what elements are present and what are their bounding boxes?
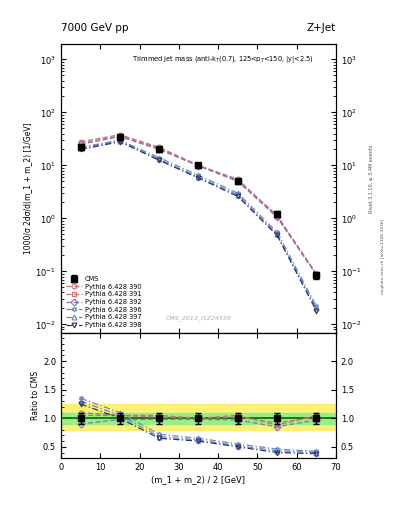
Pythia 6.428 396 bbox=[275, 229, 279, 235]
Line: Pythia 6.428 396: Pythia 6.428 396 bbox=[78, 138, 319, 309]
Pythia 6.428 390 bbox=[78, 139, 83, 145]
Pythia 6.428 390 bbox=[235, 176, 240, 182]
Line: Pythia 6.428 392: Pythia 6.428 392 bbox=[78, 134, 319, 278]
Pythia 6.428 396 bbox=[196, 172, 201, 178]
Pythia 6.428 392 bbox=[157, 146, 162, 153]
Pythia 6.428 398 bbox=[118, 139, 122, 145]
Pythia 6.428 392 bbox=[118, 134, 122, 140]
Text: Rivet 3.1.10, ≥ 3.4M events: Rivet 3.1.10, ≥ 3.4M events bbox=[369, 145, 374, 214]
Pythia 6.428 392 bbox=[275, 214, 279, 220]
Pythia 6.428 391 bbox=[157, 145, 162, 152]
Text: 7000 GeV pp: 7000 GeV pp bbox=[61, 23, 129, 33]
Pythia 6.428 390 bbox=[196, 162, 201, 168]
Pythia 6.428 398 bbox=[275, 232, 279, 239]
Legend: CMS, Pythia 6.428 390, Pythia 6.428 391, Pythia 6.428 392, Pythia 6.428 396, Pyt: CMS, Pythia 6.428 390, Pythia 6.428 391,… bbox=[64, 274, 143, 329]
Pythia 6.428 398 bbox=[196, 175, 201, 181]
Pythia 6.428 392 bbox=[235, 178, 240, 184]
Pythia 6.428 391 bbox=[314, 271, 319, 278]
Pythia 6.428 397 bbox=[157, 156, 162, 162]
Pythia 6.428 398 bbox=[78, 146, 83, 153]
Pythia 6.428 391 bbox=[78, 140, 83, 146]
Pythia 6.428 396 bbox=[78, 144, 83, 151]
Pythia 6.428 391 bbox=[118, 133, 122, 139]
Pythia 6.428 398 bbox=[314, 308, 319, 314]
Text: Z+Jet: Z+Jet bbox=[307, 23, 336, 33]
Pythia 6.428 396 bbox=[118, 137, 122, 143]
Pythia 6.428 397 bbox=[78, 145, 83, 152]
Line: Pythia 6.428 398: Pythia 6.428 398 bbox=[78, 139, 319, 313]
X-axis label: (m_1 + m_2) / 2 [GeV]: (m_1 + m_2) / 2 [GeV] bbox=[151, 475, 246, 484]
Pythia 6.428 397 bbox=[275, 231, 279, 238]
Pythia 6.428 396 bbox=[235, 190, 240, 196]
Y-axis label: Ratio to CMS: Ratio to CMS bbox=[31, 371, 40, 420]
Pythia 6.428 397 bbox=[314, 305, 319, 311]
Pythia 6.428 397 bbox=[235, 191, 240, 198]
Pythia 6.428 396 bbox=[157, 155, 162, 161]
Line: Pythia 6.428 391: Pythia 6.428 391 bbox=[78, 134, 319, 277]
Text: CMS_2013_I1224539: CMS_2013_I1224539 bbox=[165, 315, 231, 321]
Pythia 6.428 391 bbox=[196, 162, 201, 168]
Pythia 6.428 392 bbox=[196, 163, 201, 169]
Pythia 6.428 398 bbox=[235, 194, 240, 200]
Pythia 6.428 390 bbox=[157, 144, 162, 151]
Line: Pythia 6.428 390: Pythia 6.428 390 bbox=[78, 132, 319, 276]
Pythia 6.428 392 bbox=[78, 141, 83, 147]
Pythia 6.428 390 bbox=[275, 213, 279, 219]
Y-axis label: 1000/σ 2dσ/d(m_1 + m_2) [1/GeV]: 1000/σ 2dσ/d(m_1 + m_2) [1/GeV] bbox=[24, 122, 33, 254]
Pythia 6.428 392 bbox=[314, 272, 319, 278]
Text: Trimmed jet mass (anti-k$_T$(0.7), 125<p$_T$<150, |y|<2.5): Trimmed jet mass (anti-k$_T$(0.7), 125<p… bbox=[132, 54, 314, 65]
Pythia 6.428 396 bbox=[314, 303, 319, 309]
Pythia 6.428 391 bbox=[235, 177, 240, 183]
Pythia 6.428 397 bbox=[196, 174, 201, 180]
Pythia 6.428 397 bbox=[118, 138, 122, 144]
Pythia 6.428 390 bbox=[118, 132, 122, 138]
Pythia 6.428 398 bbox=[157, 157, 162, 163]
Text: mcplots.cern.ch [arXiv:1306.3436]: mcplots.cern.ch [arXiv:1306.3436] bbox=[381, 219, 385, 293]
Pythia 6.428 391 bbox=[275, 212, 279, 218]
Line: Pythia 6.428 397: Pythia 6.428 397 bbox=[78, 139, 319, 311]
Pythia 6.428 390 bbox=[314, 271, 319, 277]
